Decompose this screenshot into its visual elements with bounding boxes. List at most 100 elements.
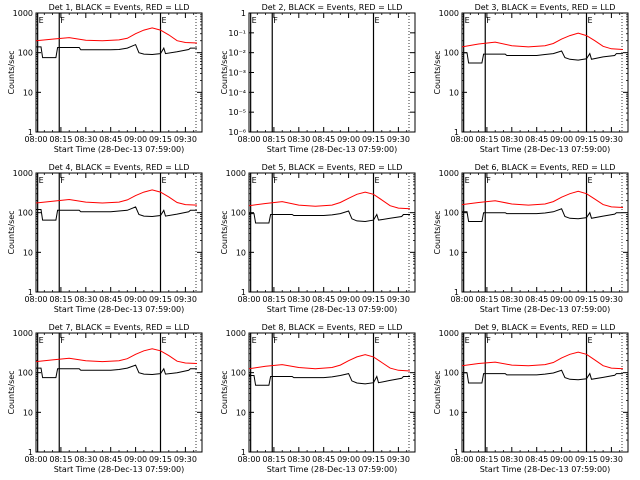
plot-frame bbox=[35, 172, 203, 293]
x-tick-label: 08:15 bbox=[262, 455, 285, 464]
x-tick-label: 09:30 bbox=[174, 135, 197, 144]
marker-label: F bbox=[273, 16, 278, 25]
x-tick-label: 09:00 bbox=[337, 455, 360, 464]
y-tick-label: 1000 bbox=[439, 329, 459, 338]
detector-panel-8: Det 8, BLACK = Events, RED = LLD 1 10 100 10… bbox=[213, 320, 426, 480]
x-tick-label: 08:45 bbox=[525, 295, 548, 304]
x-tick-label: 09:15 bbox=[362, 455, 385, 464]
plot-frame bbox=[461, 172, 629, 293]
chart-svg-5: Det 5, BLACK = Events, RED = LLD 1 10 100 10… bbox=[220, 163, 416, 314]
marker-label: E bbox=[162, 16, 167, 25]
x-tick-label: 09:15 bbox=[149, 455, 172, 464]
y-tick-label: 100 bbox=[231, 369, 246, 378]
chart-title: Det 2, BLACK = Events, RED = LLD bbox=[262, 3, 403, 12]
chart-title: Det 3, BLACK = Events, RED = LLD bbox=[475, 3, 616, 12]
x-tick-label: 08:00 bbox=[450, 455, 473, 464]
y-tick-label: 1 bbox=[28, 288, 33, 297]
events-series-line bbox=[36, 206, 197, 221]
y-tick-label: 1 bbox=[28, 128, 33, 137]
x-tick-label: 09:15 bbox=[362, 135, 385, 144]
lld-series-line bbox=[35, 27, 198, 44]
y-tick-label: 1 bbox=[454, 448, 459, 457]
x-tick-label: 08:15 bbox=[262, 135, 285, 144]
x-tick-label: 08:45 bbox=[312, 135, 335, 144]
y-tick-label: 10 bbox=[23, 88, 33, 97]
lld-series-line bbox=[248, 354, 411, 372]
x-tick-label: 09:15 bbox=[575, 455, 598, 464]
events-series-line bbox=[462, 208, 623, 222]
marker-label: E bbox=[252, 176, 257, 185]
x-tick-label: 09:00 bbox=[550, 135, 573, 144]
marker-label: F bbox=[273, 336, 278, 345]
plot-frame bbox=[461, 12, 629, 133]
x-tick-label: 08:30 bbox=[287, 295, 310, 304]
chart-svg-2: Det 2, BLACK = Events, RED = LLD 1 10⁻¹ 10⁻… bbox=[220, 3, 416, 154]
x-tick-label: 08:15 bbox=[49, 135, 72, 144]
x-tick-label: 08:45 bbox=[525, 455, 548, 464]
x-tick-label: 09:15 bbox=[575, 135, 598, 144]
x-axis-label: Start Time (28-Dec-13 07:59:00) bbox=[54, 465, 185, 474]
marker-label: E bbox=[375, 336, 380, 345]
y-axis-label: Counts/sec bbox=[220, 50, 229, 94]
x-tick-label: 08:00 bbox=[237, 455, 260, 464]
chart-title: Det 8, BLACK = Events, RED = LLD bbox=[262, 323, 403, 332]
marker-label: E bbox=[588, 16, 593, 25]
x-tick-label: 08:00 bbox=[237, 135, 260, 144]
lld-series-line bbox=[461, 351, 624, 370]
detector-panel-5: Det 5, BLACK = Events, RED = LLD 1 10 100 10… bbox=[213, 160, 426, 320]
detector-panel-2: Det 2, BLACK = Events, RED = LLD 1 10⁻¹ 10⁻… bbox=[213, 0, 426, 160]
y-axis-label: Counts/sec bbox=[433, 50, 442, 94]
marker-label: F bbox=[60, 336, 65, 345]
plot-frame bbox=[461, 332, 629, 453]
x-tick-label: 08:15 bbox=[49, 295, 72, 304]
y-tick-label: 100 bbox=[18, 209, 33, 218]
marker-label: E bbox=[162, 336, 167, 345]
y-tick-label: 1 bbox=[241, 448, 246, 457]
marker-label: E bbox=[39, 336, 44, 345]
lld-series-line bbox=[248, 191, 411, 210]
x-tick-label: 09:00 bbox=[124, 455, 147, 464]
x-tick-label: 08:45 bbox=[312, 455, 335, 464]
x-tick-label: 09:00 bbox=[550, 295, 573, 304]
x-tick-label: 08:30 bbox=[287, 135, 310, 144]
chart-svg-6: Det 6, BLACK = Events, RED = LLD 1 10 100 10… bbox=[433, 163, 629, 314]
x-tick-label: 08:30 bbox=[500, 135, 523, 144]
x-tick-label: 08:15 bbox=[475, 455, 498, 464]
x-tick-label: 09:30 bbox=[600, 135, 623, 144]
x-tick-label: 09:00 bbox=[337, 135, 360, 144]
y-tick-label: 1000 bbox=[13, 9, 33, 18]
y-axis-label: Counts/sec bbox=[433, 370, 442, 414]
x-axis-label: Start Time (28-Dec-13 07:59:00) bbox=[54, 305, 185, 314]
marker-label: F bbox=[60, 16, 65, 25]
x-tick-label: 09:15 bbox=[149, 135, 172, 144]
chart-svg-7: Det 7, BLACK = Events, RED = LLD 1 10 100 10… bbox=[7, 323, 203, 474]
marker-label: E bbox=[252, 16, 257, 25]
x-tick-label: 09:00 bbox=[550, 455, 573, 464]
lld-series-line bbox=[35, 189, 198, 206]
detector-panel-9: Det 9, BLACK = Events, RED = LLD 1 10 100 10… bbox=[426, 320, 639, 480]
chart-title: Det 5, BLACK = Events, RED = LLD bbox=[262, 163, 403, 172]
detector-panel-6: Det 6, BLACK = Events, RED = LLD 1 10 100 10… bbox=[426, 160, 639, 320]
x-tick-label: 08:15 bbox=[475, 295, 498, 304]
x-tick-label: 09:00 bbox=[124, 295, 147, 304]
x-axis-label: Start Time (28-Dec-13 07:59:00) bbox=[267, 145, 398, 154]
x-tick-label: 08:00 bbox=[450, 135, 473, 144]
y-tick-label: 100 bbox=[444, 369, 459, 378]
chart-title: Det 6, BLACK = Events, RED = LLD bbox=[475, 163, 616, 172]
chart-title: Det 7, BLACK = Events, RED = LLD bbox=[49, 323, 190, 332]
y-tick-label: 1 bbox=[241, 9, 246, 18]
marker-label: E bbox=[375, 176, 380, 185]
y-tick-label: 10⁻⁶ bbox=[228, 128, 246, 137]
y-tick-label: 1000 bbox=[439, 9, 459, 18]
marker-label: F bbox=[486, 336, 491, 345]
y-tick-label: 10 bbox=[23, 408, 33, 417]
marker-label: E bbox=[465, 16, 470, 25]
y-tick-label: 1 bbox=[241, 288, 246, 297]
x-tick-label: 08:45 bbox=[99, 295, 122, 304]
events-series-line bbox=[249, 210, 410, 224]
y-axis-label: Counts/sec bbox=[433, 210, 442, 254]
plot-frame bbox=[248, 332, 416, 453]
x-tick-label: 09:30 bbox=[387, 455, 410, 464]
x-axis-label: Start Time (28-Dec-13 07:59:00) bbox=[480, 305, 611, 314]
plot-frame bbox=[35, 12, 203, 133]
